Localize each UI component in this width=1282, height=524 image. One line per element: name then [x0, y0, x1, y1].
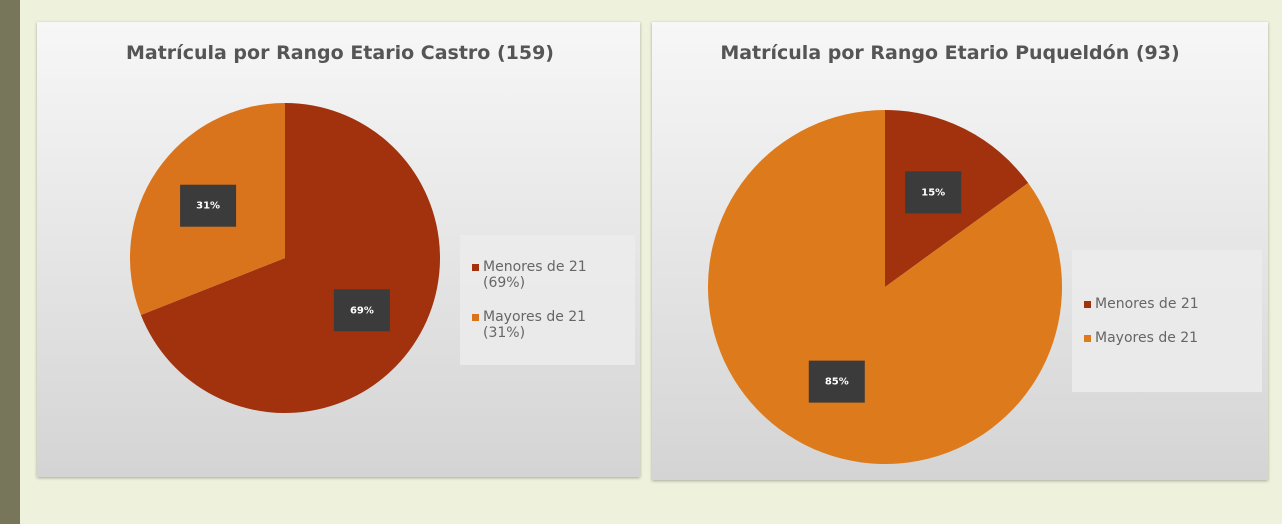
legend-entry: Mayores de 21	[1084, 330, 1250, 346]
data-label-box	[180, 184, 237, 227]
legend-swatch	[1084, 335, 1091, 342]
data-label-box	[905, 171, 962, 214]
pie-slice	[140, 103, 440, 414]
data-label-box	[333, 289, 390, 332]
legend-entry: Menores de 21 (69%)	[472, 259, 623, 291]
legend-entry: Menores de 21	[1084, 296, 1250, 312]
data-label: 31%	[196, 201, 220, 212]
data-label: 15%	[921, 187, 945, 198]
slide-accent-bar	[0, 0, 20, 524]
chart-title: Matrícula por Rango Etario Castro (159)	[126, 42, 554, 64]
pie-slice	[708, 110, 1063, 464]
legend-label: Mayores de 21	[1095, 330, 1199, 346]
legend-label: Menores de 21 (69%)	[483, 259, 587, 291]
data-label-box	[808, 360, 865, 403]
legend-label: Mayores de 21 (31%)	[483, 309, 587, 341]
legend-swatch	[472, 314, 479, 321]
legend-entry: Mayores de 21 (31%)	[472, 309, 623, 341]
data-label: 69%	[350, 305, 374, 316]
legend-swatch	[472, 264, 479, 271]
legend-swatch	[1084, 301, 1091, 308]
legend-label: Menores de 21	[1095, 296, 1199, 312]
data-label: 85%	[825, 377, 849, 388]
legend: Menores de 21 (69%) Mayores de 21 (31%)	[460, 235, 635, 365]
chart-title: Matrícula por Rango Etario Puqueldón (93…	[720, 42, 1180, 64]
legend: Menores de 21 Mayores de 21	[1072, 250, 1262, 392]
